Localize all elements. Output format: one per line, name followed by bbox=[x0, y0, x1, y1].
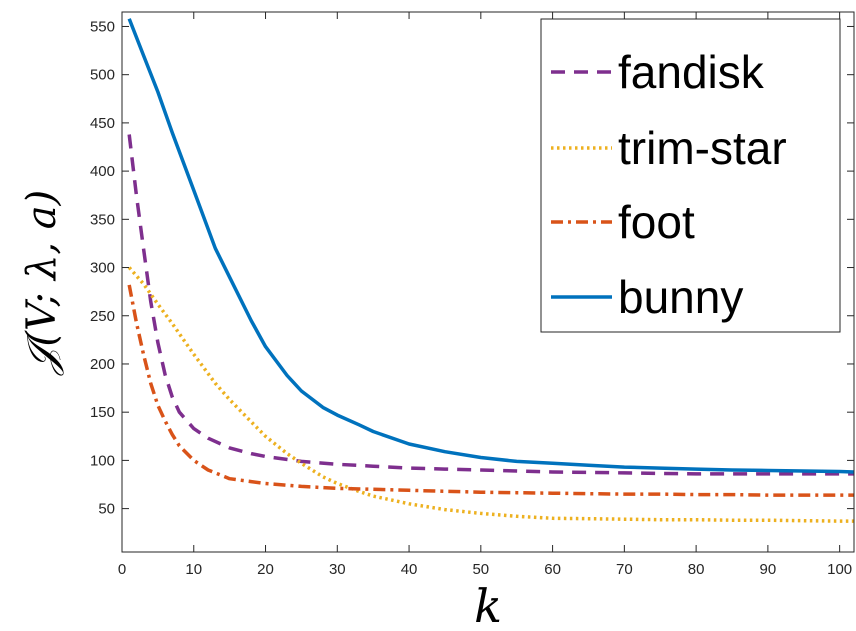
legend-label-trim-star: trim-star bbox=[618, 122, 787, 174]
y-axis-label: 𝒥(V; λ, a) bbox=[19, 190, 65, 377]
y-tick-label: 400 bbox=[90, 163, 115, 180]
y-tick-label: 500 bbox=[90, 67, 115, 84]
ticks-layer: 0 10 20 30 40 50 60 70 80 90 100 50 100 150 200 250 300 3… bbox=[90, 12, 854, 578]
x-tick-label: 80 bbox=[688, 561, 705, 578]
x-tick-label: 70 bbox=[616, 561, 633, 578]
x-tick-label: 30 bbox=[329, 561, 346, 578]
axes-box bbox=[121, 11, 855, 553]
y-tick-label: 250 bbox=[90, 308, 115, 325]
y-tick-label: 350 bbox=[90, 211, 115, 228]
x-tick-label: 0 bbox=[118, 561, 126, 578]
y-tick-label: 300 bbox=[90, 260, 115, 277]
series-line-trim-star bbox=[127, 266, 854, 523]
axes-layer bbox=[121, 11, 855, 553]
y-tick-label: 50 bbox=[98, 501, 115, 518]
y-tick-label: 550 bbox=[90, 18, 115, 35]
x-tick-label: 60 bbox=[544, 561, 561, 578]
legend: fandisk trim-star foot bunny bbox=[540, 18, 841, 333]
x-tick-label: 50 bbox=[472, 561, 489, 578]
y-tick-label: 200 bbox=[90, 356, 115, 373]
series-line-foot bbox=[127, 284, 854, 497]
series-line-bunny bbox=[127, 18, 855, 474]
x-tick-label: 90 bbox=[760, 561, 777, 578]
y-tick-label: 150 bbox=[90, 404, 115, 421]
legend-label-bunny: bunny bbox=[618, 271, 743, 323]
x-tick-label: 100 bbox=[827, 561, 852, 578]
series-layer bbox=[127, 18, 855, 523]
y-tick-label: 450 bbox=[90, 115, 115, 132]
series-line-fandisk bbox=[127, 134, 854, 476]
y-tick-label: 100 bbox=[90, 452, 115, 469]
x-axis-label: k bbox=[474, 579, 502, 631]
legend-label-fandisk: fandisk bbox=[618, 46, 765, 98]
x-tick-label: 40 bbox=[401, 561, 418, 578]
legend-box bbox=[540, 18, 841, 333]
x-tick-label: 20 bbox=[257, 561, 274, 578]
legend-label-foot: foot bbox=[618, 196, 695, 248]
x-tick-label: 10 bbox=[185, 561, 202, 578]
